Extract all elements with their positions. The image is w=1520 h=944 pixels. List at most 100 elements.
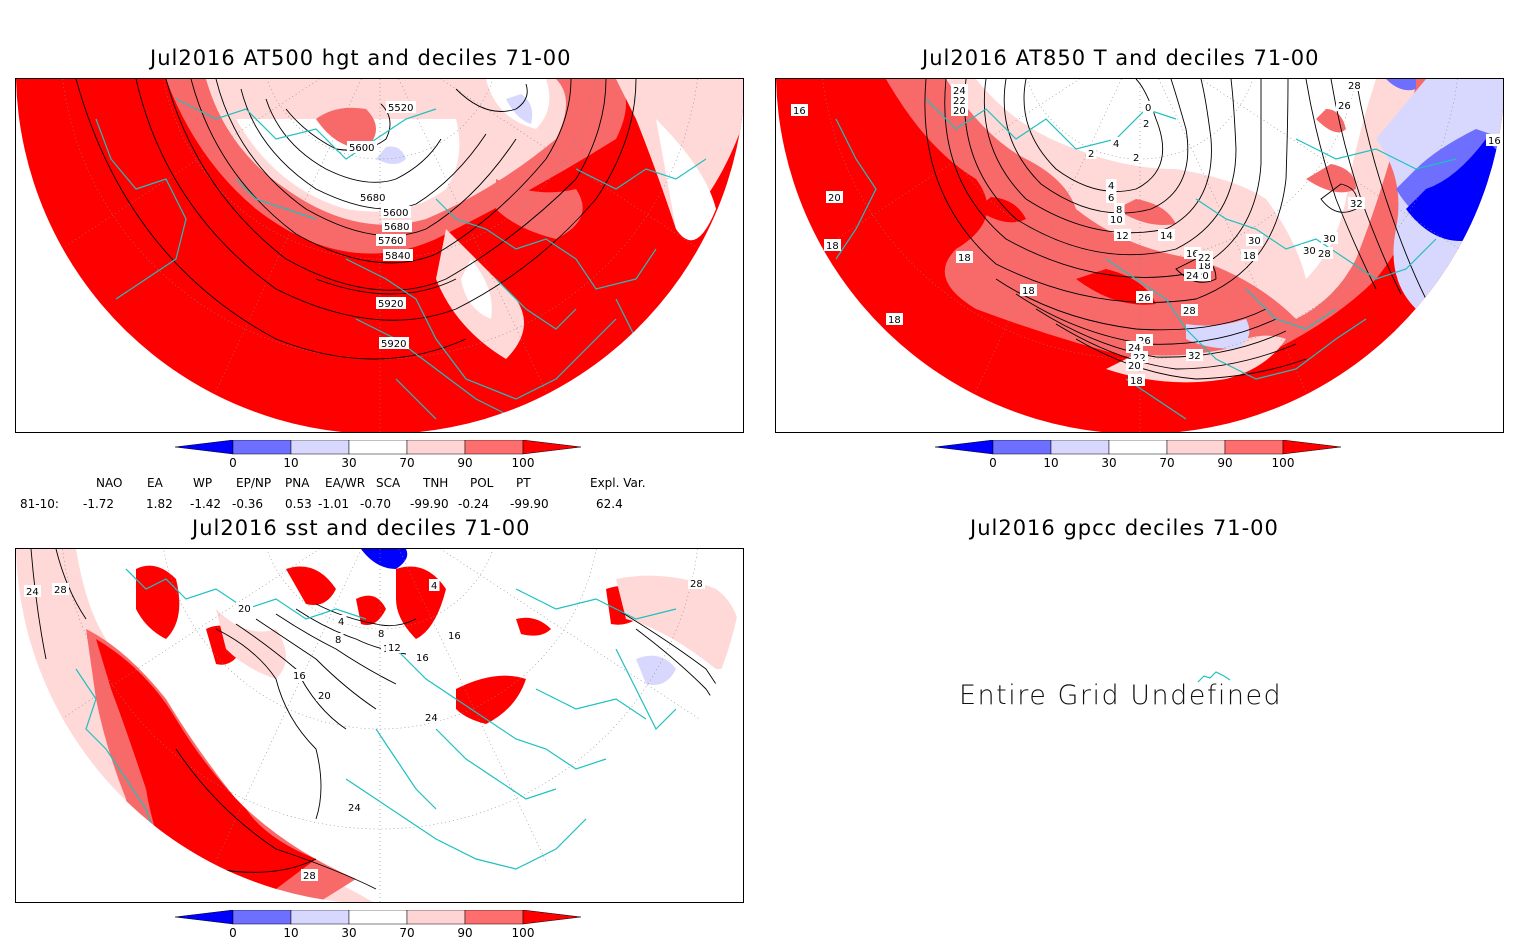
contour-label: 20: [1196, 271, 1209, 282]
colorbar-segment: [934, 439, 994, 455]
contour-label: 28: [1318, 249, 1331, 260]
index-value: 1.82: [146, 497, 173, 511]
index-value: -1.01: [318, 497, 350, 511]
contour-label-bg: [52, 583, 69, 595]
contour-label: 28: [54, 585, 67, 596]
contour-label: 5680: [384, 222, 409, 233]
contour-label-bg: [333, 633, 344, 645]
colorbar-segment: [1166, 439, 1226, 455]
contour-label-bg: [1486, 134, 1503, 146]
contour-label: 24: [953, 86, 966, 97]
index-value: -1.42: [190, 497, 222, 511]
panel2-map: 16 24 22 20 0 2 4 2 2 4 6 8 10 12 14 16 18 20 22 24 26 28 30 32…: [775, 78, 1504, 433]
index-value: -0.24: [458, 497, 490, 511]
panel4-coast-fragment: [1197, 671, 1231, 683]
index-header: EA: [147, 476, 163, 490]
colorbar-segment: [1282, 439, 1342, 455]
contour-label-bg: [291, 669, 308, 681]
colorbar-label: 100: [512, 926, 535, 940]
panel1-contour-labels: 5520 5600 5680 5600 5680 5760 5840 5920 5920: [347, 101, 416, 350]
colorbar-label: 90: [1217, 456, 1232, 470]
contour-label-bg: [1184, 269, 1201, 281]
contour-label: 18: [1243, 251, 1256, 262]
contour-label-bg: [381, 206, 411, 218]
contour-label: 16: [1488, 136, 1501, 147]
contour-label: 5600: [383, 208, 408, 219]
contour-label: 30: [1248, 236, 1261, 247]
contour-label-bg: [1131, 151, 1142, 163]
panel1-map-svg: 5520 5600 5680 5600 5680 5760 5840 5920 5920: [16, 79, 743, 432]
contour-label: 32: [1350, 199, 1363, 210]
contour-label-bg: [376, 234, 406, 246]
contour-label: 5680: [360, 193, 385, 204]
contour-label: 18: [1130, 376, 1143, 387]
colorbar-segment: [1108, 439, 1168, 455]
contour-label: 22: [1198, 253, 1211, 264]
contour-label-bg: [346, 801, 363, 813]
contour-label: 24: [1186, 271, 1199, 282]
contour-label: 16: [793, 106, 806, 117]
contour-label-bg: [1128, 374, 1145, 386]
index-header: PNA: [285, 476, 310, 490]
index-header: POL: [470, 476, 494, 490]
contour-label: 2: [1143, 119, 1149, 130]
contour-label-bg: [951, 84, 968, 96]
contour-label: 28: [1348, 81, 1361, 92]
contour-label: 20: [828, 193, 841, 204]
contour-label: 8: [335, 635, 341, 646]
contour-label: 26: [1138, 293, 1151, 304]
contour-label-bg: [1336, 99, 1353, 111]
contour-label: 8: [1116, 205, 1122, 216]
contour-label: 18: [958, 253, 971, 264]
contour-label-bg: [386, 101, 416, 113]
contour-label: 5600: [349, 143, 374, 154]
index-header: SCA: [376, 476, 401, 490]
contour-label: 22: [953, 96, 966, 107]
contour-label-bg: [1241, 249, 1258, 261]
contour-label-bg: [886, 313, 903, 325]
contour-label: 30: [1323, 234, 1336, 245]
contour-label-bg: [1301, 244, 1318, 256]
panel3-title: Jul2016 sst and deciles 71-00: [192, 516, 531, 540]
contour-label-bg: [1086, 147, 1097, 159]
panel1-map: 5520 5600 5680 5600 5680 5760 5840 5920 5920: [15, 78, 744, 433]
contour-label-bg: [956, 251, 973, 263]
contour-label: 6: [1108, 193, 1114, 204]
contour-label-bg: [1346, 79, 1363, 91]
contour-label-bg: [1196, 251, 1213, 263]
contour-label: 18: [1022, 286, 1035, 297]
panel3-map-svg: 242820481216202424282816481216: [16, 549, 743, 902]
contour-label: 4: [431, 581, 437, 592]
contour-label-bg: [379, 337, 409, 349]
contour-label-bg: [688, 577, 705, 589]
contour-label: 22: [1133, 353, 1146, 364]
colorbar-label: 70: [399, 456, 414, 470]
colorbar-label: 0: [989, 456, 997, 470]
colorbar-segment: [1050, 439, 1110, 455]
colorbar-label: 10: [283, 926, 298, 940]
colorbar-label: 0: [229, 456, 237, 470]
colorbar-segment: [992, 439, 1052, 455]
contour-label-bg: [347, 141, 377, 153]
contour-label: 4: [1113, 139, 1119, 150]
panel3-map: 242820481216202424282816481216: [15, 548, 744, 903]
colorbar-segment: [174, 909, 234, 925]
index-header: WP: [193, 476, 213, 490]
index-value: -0.36: [232, 497, 264, 511]
colorbar-label: 30: [341, 926, 356, 940]
contour-label-bg: [951, 104, 968, 116]
contour-label-bg: [1143, 101, 1154, 113]
colorbar-segment: [232, 439, 292, 455]
contour-label-bg: [236, 602, 253, 614]
contour-label: 26: [1338, 101, 1351, 112]
colorbar-segment: [174, 439, 234, 455]
index-header: TNH: [423, 476, 449, 490]
colorbar-segment: [1224, 439, 1284, 455]
contour-label: 28: [690, 579, 703, 590]
contour-label-bg: [1181, 304, 1198, 316]
contour-label: 5920: [378, 299, 403, 310]
index-value: -99.90: [510, 497, 549, 511]
colorbar-label: 70: [1159, 456, 1174, 470]
contour-label-bg: [826, 191, 843, 203]
contour-label: 20: [953, 106, 966, 117]
